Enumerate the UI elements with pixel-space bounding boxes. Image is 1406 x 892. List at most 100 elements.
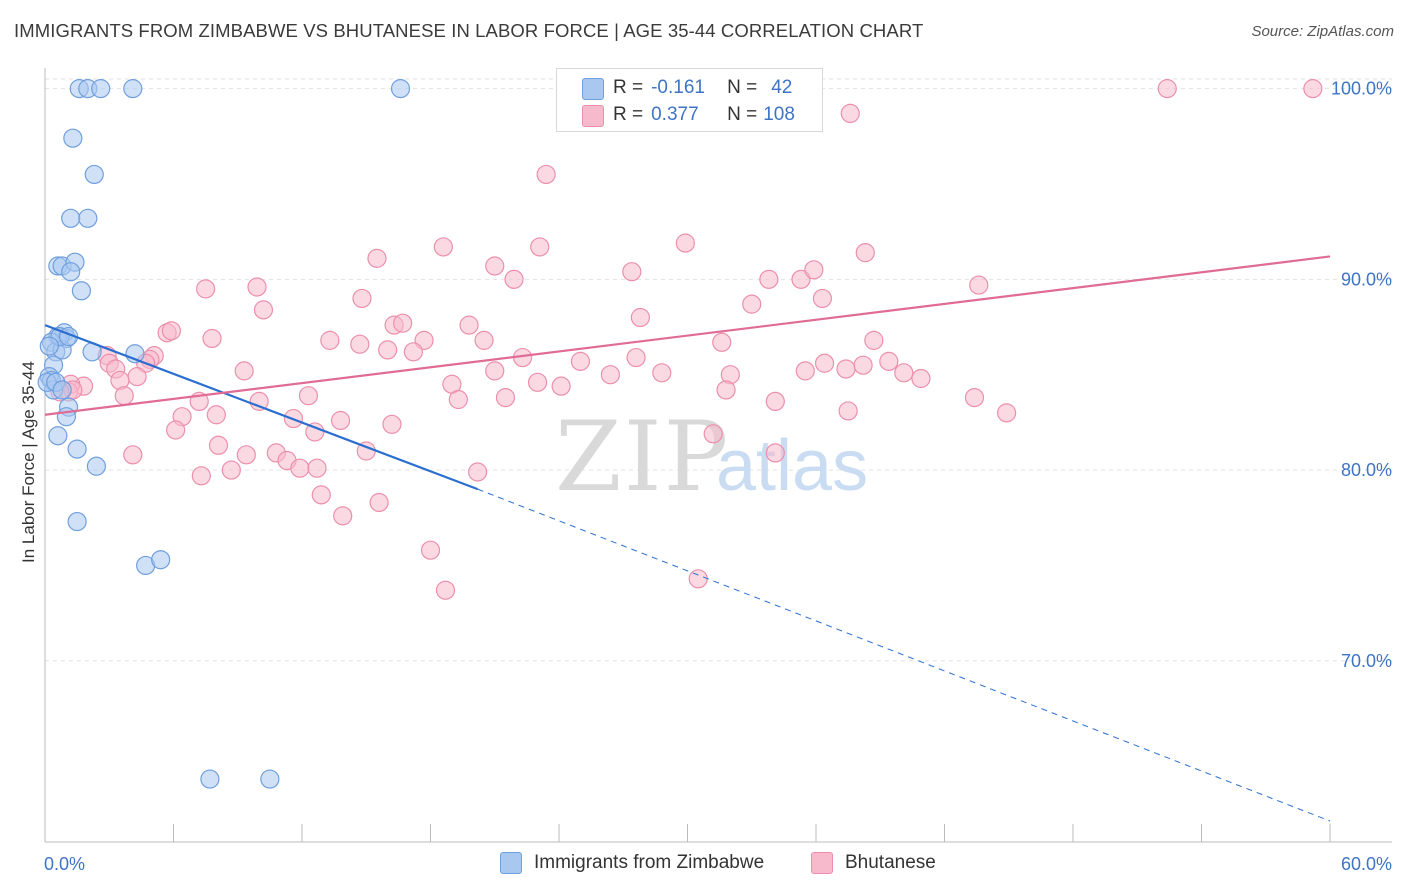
data-point	[504, 269, 524, 289]
data-point	[879, 351, 899, 371]
legend-r-label: R =	[613, 104, 644, 125]
data-point	[688, 569, 708, 589]
zimbabwe-points	[37, 79, 411, 789]
data-point	[84, 164, 104, 185]
data-point	[742, 294, 762, 314]
source-label: Source: ZipAtlas.com	[1251, 23, 1394, 40]
data-point	[459, 315, 479, 335]
data-point	[307, 458, 327, 478]
data-point	[200, 769, 220, 789]
data-point	[191, 466, 211, 486]
legend-r-value: -0.161	[651, 77, 705, 98]
data-point	[367, 248, 387, 268]
data-point	[814, 353, 835, 373]
data-point	[253, 300, 274, 320]
data-point	[795, 361, 815, 381]
data-point	[127, 367, 147, 387]
legend-swatch-zimbabwe	[582, 78, 604, 100]
data-point	[969, 275, 989, 295]
data-point	[390, 79, 411, 99]
data-point	[495, 387, 516, 408]
data-point	[853, 355, 873, 375]
data-point	[804, 260, 824, 280]
data-point	[420, 540, 441, 560]
bottom-legend-label: Bhutanese	[845, 852, 936, 873]
watermark: ZIP atlas	[555, 401, 868, 513]
trend-line-zimbabwe	[44, 324, 479, 491]
data-point	[249, 391, 269, 412]
bhutanese-points	[50, 79, 1323, 600]
data-point	[247, 277, 267, 297]
data-point	[485, 256, 505, 276]
data-point	[622, 262, 642, 282]
bottom-legend-swatch-zimbabwe	[500, 852, 522, 874]
data-point	[63, 128, 83, 148]
chart-title: IMMIGRANTS FROM ZIMBABWE VS BHUTANESE IN…	[14, 20, 924, 41]
data-point	[911, 368, 931, 389]
data-point	[468, 462, 488, 482]
tick-labels: 70.0% 80.0% 90.0% 100.0% 0.0% 60.0%	[44, 79, 1392, 874]
data-point	[86, 456, 107, 476]
data-point	[378, 340, 398, 360]
data-point	[765, 391, 785, 412]
legend-n-value: 42	[771, 77, 793, 98]
data-point	[1303, 79, 1323, 99]
data-point	[433, 237, 453, 257]
data-point	[964, 387, 985, 408]
data-point	[716, 380, 736, 400]
trend-line-zimbabwe-extension	[477, 488, 1331, 822]
data-point	[39, 336, 59, 356]
legend-n-label: N =	[727, 77, 758, 98]
data-point	[570, 351, 591, 371]
data-point	[435, 580, 456, 600]
data-point	[530, 237, 550, 257]
y-tick-label: 80.0%	[1341, 460, 1392, 480]
data-point	[838, 401, 858, 421]
data-point	[67, 439, 87, 459]
data-point	[448, 389, 468, 410]
data-point	[393, 313, 413, 333]
data-point	[759, 269, 779, 289]
data-point	[206, 405, 226, 425]
data-point	[78, 208, 98, 228]
data-point	[703, 424, 723, 444]
data-point	[114, 386, 134, 406]
legend-r-label: R =	[613, 77, 644, 98]
data-point	[812, 288, 833, 309]
y-tick-label: 100.0%	[1331, 79, 1392, 99]
data-point	[221, 460, 241, 480]
bottom-legend-zimbabwe: Immigrants from Zimbabwe	[500, 852, 764, 874]
data-point	[600, 365, 621, 385]
bottom-legend-bhutanese: Bhutanese	[811, 852, 936, 874]
x-tick-label: 60.0%	[1341, 854, 1392, 874]
data-point	[626, 347, 646, 368]
data-point	[352, 288, 372, 309]
data-point	[350, 334, 370, 354]
data-point	[791, 269, 811, 289]
data-point	[675, 233, 695, 253]
data-point	[161, 321, 181, 341]
data-point	[485, 361, 505, 381]
data-point	[1157, 79, 1177, 99]
data-point	[208, 435, 229, 455]
data-point	[765, 443, 785, 463]
data-point	[551, 376, 571, 396]
data-point	[652, 363, 672, 383]
trend-line-bhutanese	[44, 255, 1331, 416]
data-point	[712, 332, 732, 352]
correlation-legend: R = -0.161 N = 42 R = 0.377 N = 108	[556, 68, 823, 132]
legend-row-bhutanese: R = 0.377 N = 108	[613, 101, 795, 129]
legend-n-value: 108	[763, 104, 795, 125]
data-point	[61, 262, 81, 282]
data-point	[864, 330, 884, 350]
data-point	[67, 511, 87, 532]
watermark-atlas: atlas	[716, 426, 868, 506]
data-point	[166, 420, 186, 440]
data-point	[333, 506, 353, 526]
axes	[44, 68, 1392, 843]
data-point	[474, 330, 494, 350]
data-point	[630, 307, 650, 328]
y-tick-label: 90.0%	[1341, 269, 1392, 289]
y-tick-label: 70.0%	[1341, 651, 1392, 671]
